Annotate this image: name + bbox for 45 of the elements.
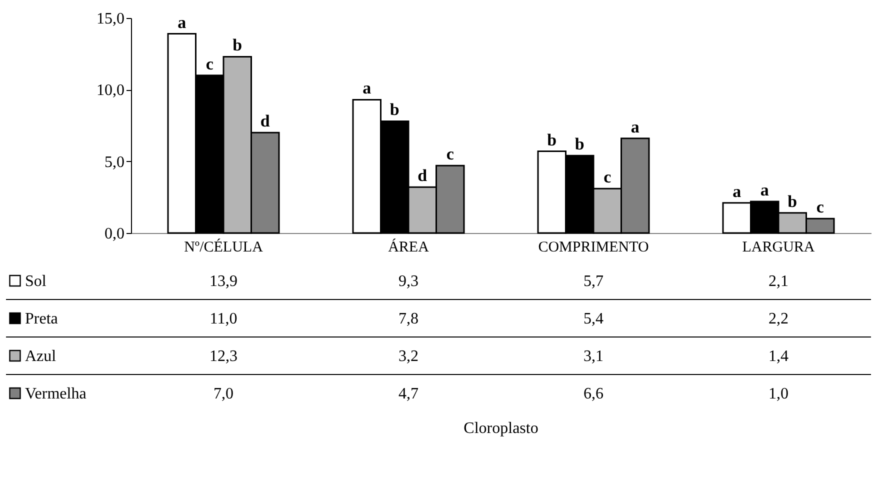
x-tick-label: Nº/CÉLULA: [184, 238, 264, 256]
data-label: 9,3: [398, 272, 418, 290]
annotation: a: [760, 180, 770, 200]
data-label: 5,4: [584, 310, 604, 328]
annotation: b: [547, 130, 557, 150]
text: Cloroplasto: [464, 420, 538, 437]
legend-label: Vermelha: [25, 385, 86, 402]
y-tick-label: 5,0: [104, 154, 124, 171]
data-label: 5,7: [584, 272, 604, 290]
legend-label: Preta: [25, 310, 58, 328]
annotation: a: [178, 12, 187, 32]
data-label: 1,4: [768, 348, 788, 365]
annotation: c: [816, 198, 824, 217]
annotation: a: [362, 78, 372, 98]
data-label: 1,0: [768, 385, 788, 402]
data-label: 7,0: [214, 385, 234, 402]
annotation: b: [574, 134, 584, 154]
data-label: 11,0: [210, 310, 238, 328]
data-label: 12,3: [210, 348, 238, 365]
data-label: 3,2: [398, 348, 418, 365]
data-label: 6,6: [584, 385, 604, 402]
annotation: c: [206, 54, 214, 74]
legend-label: Sol: [25, 272, 47, 290]
annotation: c: [604, 168, 612, 187]
annotation: b: [232, 36, 242, 55]
x-tick-label: LARGURA: [742, 240, 815, 256]
data-label: 2,1: [768, 272, 788, 290]
x-tick-label: COMPRIMENTO: [538, 240, 649, 256]
annotation: b: [390, 100, 400, 120]
data-label: 7,8: [398, 310, 418, 328]
y-tick-label: 0,0: [104, 226, 124, 242]
legend-label: Azul: [25, 348, 57, 365]
data-label: 3,1: [584, 348, 604, 365]
annotation: b: [788, 192, 798, 211]
annotation: a: [732, 182, 742, 201]
x-tick-label: ÁREA: [388, 238, 430, 256]
data-label: 2,2: [768, 310, 788, 328]
annotation: c: [446, 144, 454, 164]
data-label: 4,7: [398, 385, 418, 402]
annotation: d: [260, 112, 270, 131]
y-tick-label: 10,0: [96, 82, 124, 100]
annotation: a: [630, 117, 640, 136]
y-tick-label: 15,0: [96, 10, 124, 28]
annotation: d: [418, 166, 428, 186]
data-label: 13,9: [210, 272, 238, 290]
